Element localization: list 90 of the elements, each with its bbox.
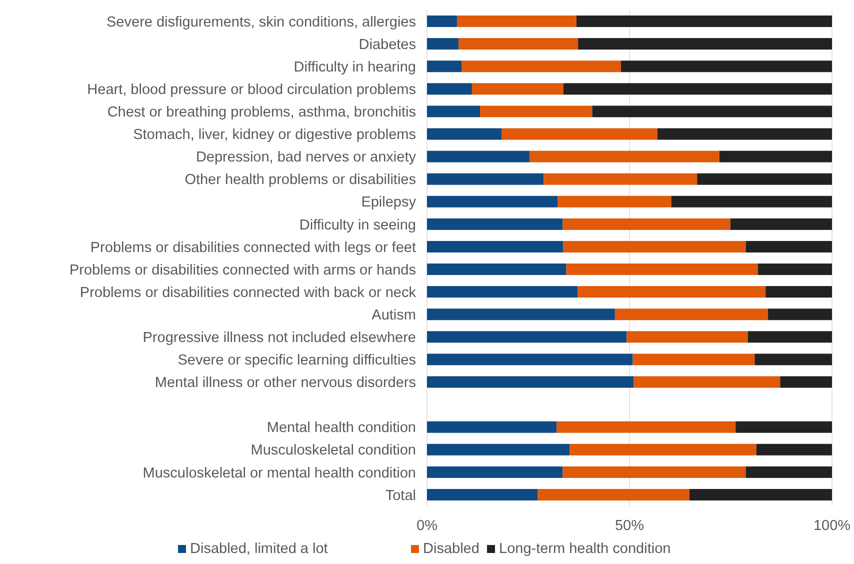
bar bbox=[529, 150, 720, 162]
bar bbox=[632, 354, 755, 366]
bar bbox=[427, 354, 633, 366]
bar bbox=[719, 150, 832, 162]
y-tick-label: Depression, bad nerves or anxiety bbox=[196, 150, 417, 166]
y-tick-label: Problems or disabilities connected with arms or hands bbox=[69, 262, 416, 278]
bar bbox=[689, 488, 832, 500]
bar bbox=[458, 38, 578, 50]
x-tick-label: 50% bbox=[614, 518, 644, 534]
bar bbox=[427, 196, 558, 208]
bar bbox=[756, 444, 832, 456]
y-tick-label: Difficulty in seeing bbox=[299, 217, 416, 234]
bar bbox=[427, 16, 457, 28]
bar bbox=[626, 331, 748, 343]
y-tick-label: Progressive illness not included elsewhere bbox=[142, 330, 416, 346]
bar bbox=[562, 218, 730, 230]
bar bbox=[566, 264, 758, 276]
bar bbox=[730, 218, 832, 230]
y-tick-label: Chest or breathing problems, asthma, bronchitis bbox=[107, 104, 416, 121]
bar bbox=[427, 444, 570, 456]
bar bbox=[614, 308, 768, 320]
bar bbox=[427, 173, 544, 185]
y-tick-label: Autism bbox=[372, 307, 416, 324]
y-tick-label: Severe or specific learning difficulties bbox=[178, 352, 416, 369]
bar bbox=[427, 421, 557, 433]
legend-label: Disabled, limited a lot bbox=[190, 541, 328, 557]
bar bbox=[558, 196, 672, 208]
bar bbox=[427, 376, 634, 388]
legend-label: Long-term health condition bbox=[499, 541, 671, 557]
bar bbox=[427, 308, 615, 320]
bar bbox=[427, 488, 538, 500]
bar bbox=[746, 466, 832, 478]
bar bbox=[427, 38, 459, 50]
bar bbox=[427, 128, 502, 140]
bar bbox=[427, 240, 564, 252]
bar bbox=[427, 106, 480, 118]
bar bbox=[556, 421, 736, 433]
bar bbox=[427, 264, 566, 276]
bar bbox=[657, 128, 832, 140]
bar bbox=[427, 83, 472, 95]
y-tick-label: Difficulty in hearing bbox=[294, 59, 416, 76]
y-tick-label: Problems or disabilities connected with legs or feet bbox=[90, 240, 416, 256]
bar bbox=[502, 128, 658, 140]
bar bbox=[578, 38, 832, 50]
bar bbox=[780, 376, 832, 388]
y-tick-label: Other health problems or disabilities bbox=[184, 172, 416, 188]
bar bbox=[462, 60, 621, 72]
bar bbox=[578, 286, 766, 298]
bar bbox=[427, 60, 462, 72]
bar bbox=[634, 376, 780, 388]
bar bbox=[576, 16, 832, 28]
bar bbox=[562, 466, 746, 478]
y-tick-label: Musculoskeletal condition bbox=[250, 442, 416, 459]
bar bbox=[746, 240, 832, 252]
bar bbox=[538, 488, 690, 500]
bar bbox=[758, 264, 832, 276]
bar bbox=[563, 83, 832, 95]
x-tick-label: 0% bbox=[416, 518, 438, 534]
bar bbox=[620, 60, 832, 72]
bar bbox=[671, 196, 832, 208]
bar bbox=[456, 16, 576, 28]
bar bbox=[570, 444, 756, 456]
y-tick-label: Total bbox=[385, 488, 416, 504]
y-tick-label: Epilepsy bbox=[361, 194, 417, 211]
bar bbox=[766, 286, 832, 298]
y-tick-label: Heart, blood pressure or blood circulation problems bbox=[87, 82, 416, 98]
bar bbox=[768, 308, 832, 320]
y-tick-label: Mental illness or other nervous disorders bbox=[154, 375, 416, 392]
bar bbox=[472, 83, 564, 95]
bar bbox=[427, 218, 563, 230]
bar bbox=[592, 106, 832, 118]
bar bbox=[697, 173, 832, 185]
bar bbox=[736, 421, 832, 433]
y-tick-label: Problems or disabilities connected with back or neck bbox=[80, 284, 417, 301]
bar bbox=[427, 331, 627, 343]
bar bbox=[427, 286, 578, 298]
legend-label: Disabled bbox=[423, 541, 480, 557]
bar bbox=[544, 173, 698, 185]
y-tick-label: Mental health condition bbox=[266, 420, 416, 436]
bar bbox=[563, 240, 746, 252]
bar bbox=[427, 466, 563, 478]
bar bbox=[754, 354, 832, 366]
y-tick-label: Stomach, liver, kidney or digestive problems bbox=[133, 127, 416, 144]
y-tick-label: Musculoskeletal or mental health condition bbox=[142, 465, 416, 482]
y-tick-label: Severe disfigurements, skin conditions, allergies bbox=[106, 14, 416, 30]
bar bbox=[748, 331, 832, 343]
bar bbox=[427, 150, 530, 162]
bar bbox=[480, 106, 592, 118]
x-tick-label: 100% bbox=[813, 518, 851, 534]
y-tick-label: Diabetes bbox=[358, 36, 416, 53]
